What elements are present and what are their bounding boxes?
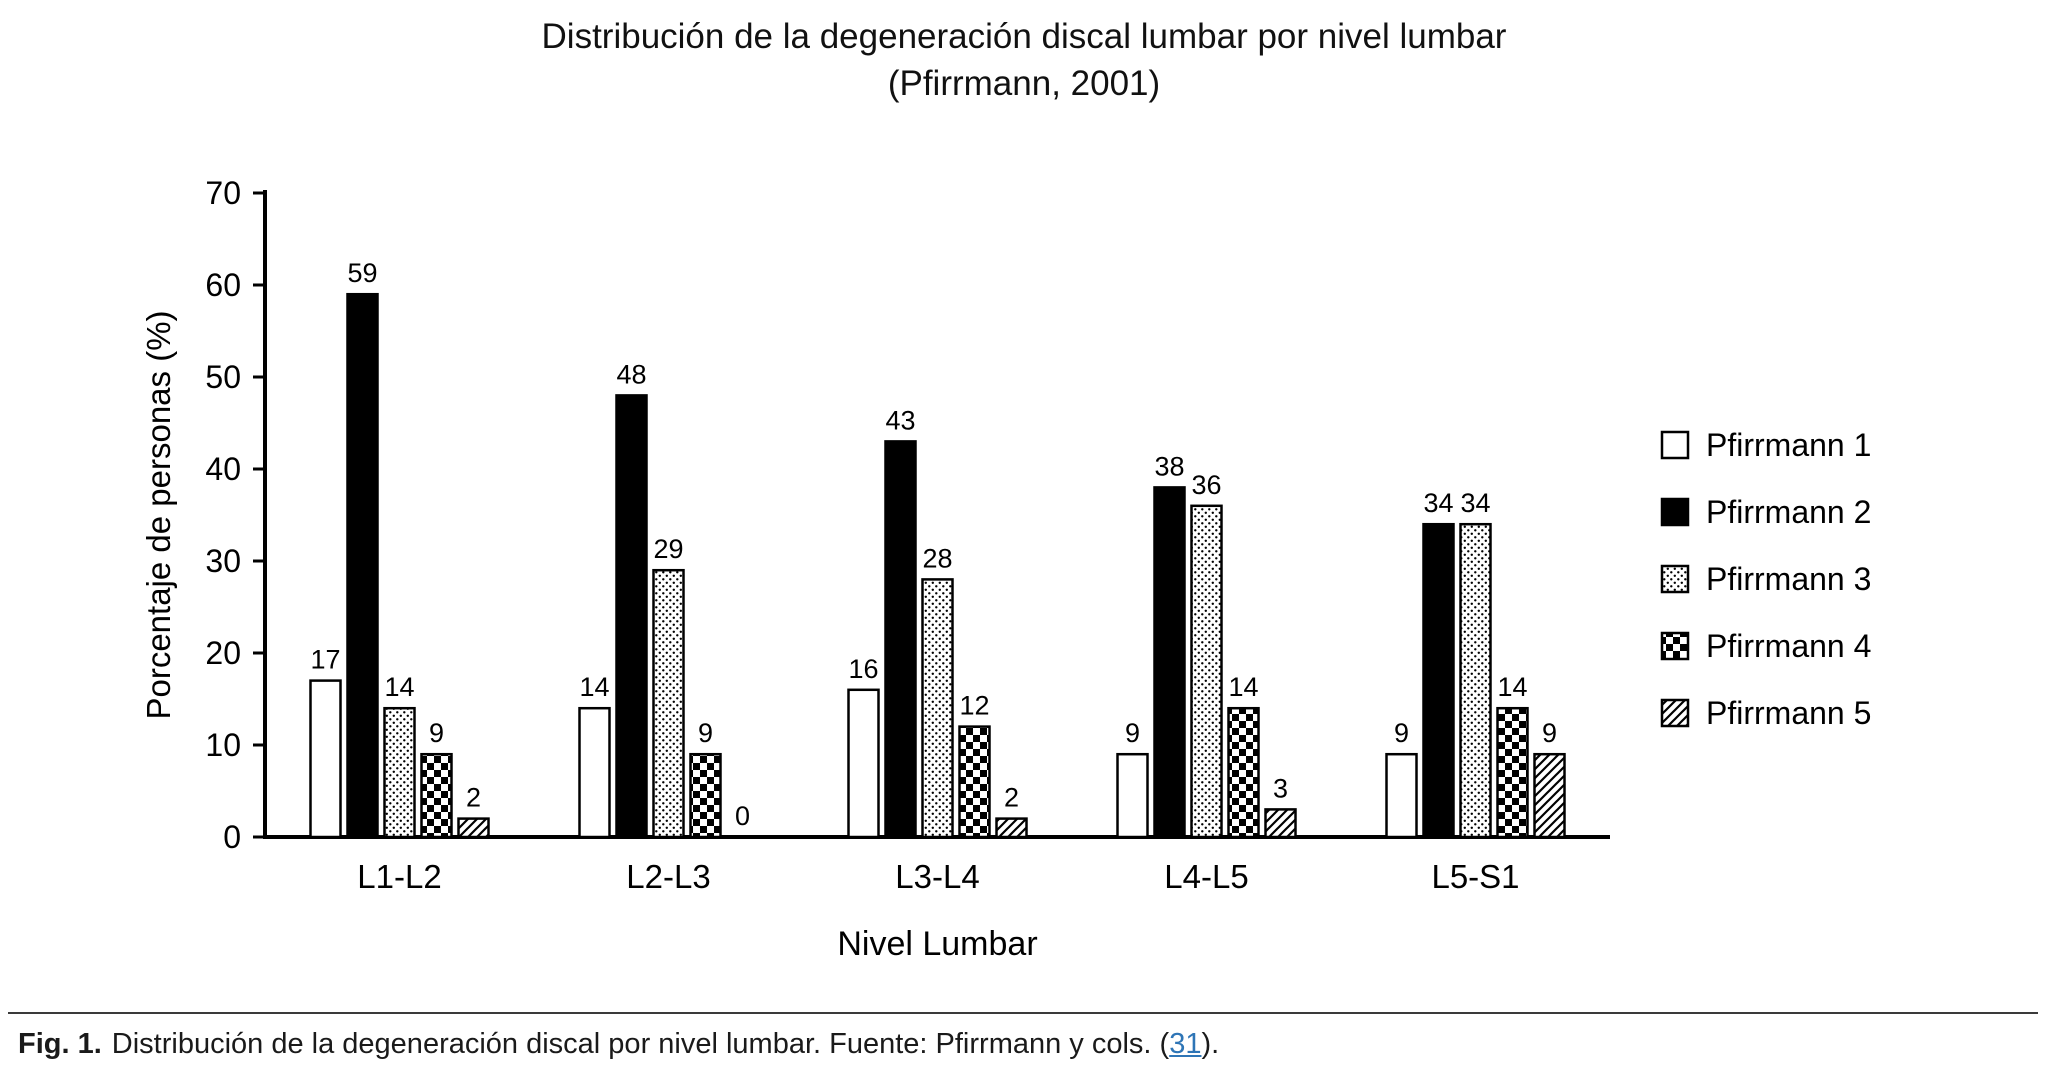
legend-swatch-3 [1660, 564, 1690, 594]
reference-link[interactable]: 31 [1169, 1028, 1202, 1060]
legend-swatch-1 [1660, 430, 1690, 460]
bar-pfirrmann-2-l2-l3 [615, 394, 648, 839]
bar-value-label: 9 [1542, 718, 1557, 748]
bar-pfirrmann-3-l1-l2 [383, 706, 416, 839]
bar-pfirrmann-2-l3-l4 [884, 440, 917, 839]
y-tick-label: 40 [205, 451, 241, 487]
y-tick-label: 60 [205, 267, 241, 303]
bar-value-label: 29 [653, 534, 683, 564]
bar-value-label: 34 [1423, 488, 1453, 518]
bar-pfirrmann-4-l4-l5 [1227, 706, 1260, 839]
bar-pfirrmann-1-l3-l4 [847, 688, 880, 839]
bar-pfirrmann-1-l5-s1 [1385, 752, 1418, 839]
bar-pfirrmann-5-l3-l4 [995, 817, 1028, 839]
x-category-label: L1-L2 [357, 858, 441, 895]
chart-title-line1: Distribución de la degeneración discal l… [541, 17, 1507, 56]
bar-value-label: 43 [885, 405, 915, 435]
legend-swatch-4 [1660, 631, 1690, 661]
bar-value-label: 59 [347, 258, 377, 288]
x-category-label: L4-L5 [1164, 858, 1248, 895]
y-tick-label: 0 [223, 819, 241, 855]
caption-divider [8, 1012, 2038, 1014]
bar-value-label: 17 [310, 645, 340, 675]
bar-value-label: 12 [959, 691, 989, 721]
y-axis-title: Porcentaje de personas (%) [140, 310, 177, 719]
bar-value-label: 2 [1004, 783, 1019, 813]
x-axis-title: Nivel Lumbar [837, 925, 1037, 963]
y-tick-label: 10 [205, 727, 241, 763]
bar-value-label: 9 [1394, 718, 1409, 748]
bar-value-label: 9 [1125, 718, 1140, 748]
caption-suffix: ). [1201, 1028, 1220, 1060]
chart-title: Distribución de la degeneración discal l… [0, 14, 2048, 108]
bar-value-label: 14 [579, 672, 609, 702]
bar-pfirrmann-4-l3-l4 [958, 725, 991, 839]
bar-pfirrmann-1-l1-l2 [309, 679, 342, 839]
bar-value-label: 34 [1460, 488, 1490, 518]
bar-value-label: 28 [922, 543, 952, 573]
legend-label: Pfirrmann 4 [1706, 628, 1871, 664]
legend-label: Pfirrmann 1 [1706, 427, 1871, 463]
y-tick-label: 20 [205, 635, 241, 671]
y-tick-label: 70 [205, 175, 241, 211]
bar-value-label: 9 [429, 718, 444, 748]
bar-value-label: 16 [848, 654, 878, 684]
bar-pfirrmann-4-l5-s1 [1496, 706, 1529, 839]
bar-value-label: 14 [1228, 672, 1258, 702]
bar-pfirrmann-4-l1-l2 [420, 752, 453, 839]
bar-pfirrmann-2-l5-s1 [1422, 522, 1455, 839]
legend-swatch-2 [1660, 497, 1690, 527]
bar-pfirrmann-1-l2-l3 [578, 706, 611, 839]
bar-value-label: 3 [1273, 773, 1288, 803]
x-category-label: L3-L4 [895, 858, 979, 895]
figure-label: Fig. 1. [18, 1028, 102, 1060]
bar-value-label: 48 [616, 359, 646, 389]
legend-label: Pfirrmann 5 [1706, 695, 1871, 731]
bar-value-label: 2 [466, 783, 481, 813]
bar-pfirrmann-3-l5-s1 [1459, 522, 1492, 839]
chart-title-line2: (Pfirrmann, 2001) [887, 63, 1161, 103]
figure-caption: Fig. 1. Distribución de la degeneración d… [18, 1028, 2028, 1061]
bar-value-label: 38 [1154, 451, 1184, 481]
bar-pfirrmann-1-l4-l5 [1116, 752, 1149, 839]
bar-value-label: 14 [384, 672, 414, 702]
bar-value-label: 14 [1497, 672, 1527, 702]
bar-pfirrmann-3-l4-l5 [1190, 504, 1223, 839]
caption-text: Distribución de la degeneración discal p… [111, 1028, 1170, 1060]
bar-value-label: 36 [1191, 470, 1221, 500]
x-category-label: L2-L3 [626, 858, 710, 895]
legend-label: Pfirrmann 2 [1706, 494, 1871, 530]
bar-pfirrmann-2-l1-l2 [346, 292, 379, 839]
legend-swatch-5 [1660, 698, 1690, 728]
bar-value-label: 0 [735, 801, 750, 831]
bar-pfirrmann-5-l5-s1 [1533, 752, 1566, 839]
bar-value-label: 9 [698, 718, 713, 748]
bar-pfirrmann-5-l4-l5 [1264, 808, 1297, 839]
bar-pfirrmann-4-l2-l3 [689, 752, 722, 839]
bar-pfirrmann-5-l1-l2 [457, 817, 490, 839]
bar-pfirrmann-3-l3-l4 [921, 578, 954, 839]
bar-pfirrmann-3-l2-l3 [652, 568, 685, 839]
y-tick-label: 30 [205, 543, 241, 579]
x-category-label: L5-S1 [1431, 858, 1519, 895]
y-tick-label: 50 [205, 359, 241, 395]
legend-label: Pfirrmann 3 [1706, 561, 1871, 597]
bar-pfirrmann-2-l4-l5 [1153, 486, 1186, 839]
